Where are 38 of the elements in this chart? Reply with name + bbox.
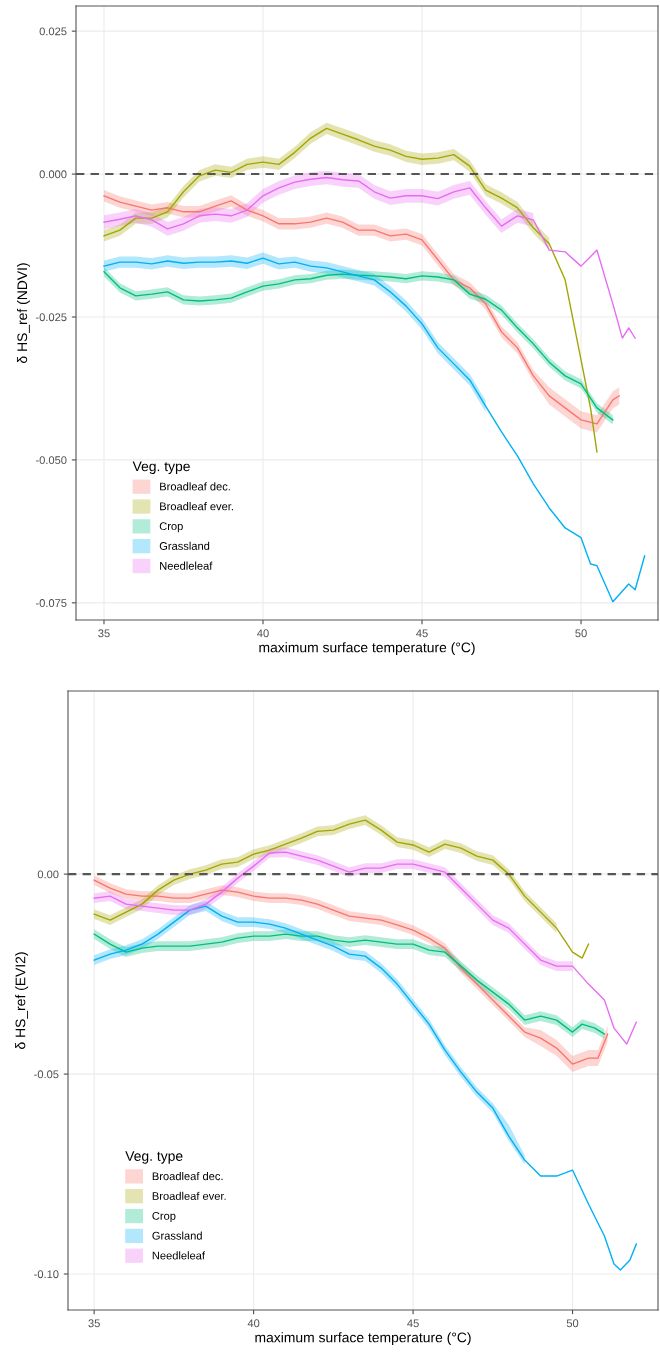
x-tick-label: 40 (247, 1319, 260, 1328)
x-tick-label: 35 (98, 629, 110, 638)
y-axis-title: δ HS_ref (NDVI) (16, 263, 30, 363)
legend-title: Veg. type (132, 461, 190, 474)
y-tick-label: -0.05 (34, 1070, 59, 1079)
y-tick-label: -0.050 (35, 456, 67, 465)
legend-label: Crop (159, 522, 183, 533)
y-tick-label: -0.025 (35, 313, 67, 322)
y-tick-label: -0.10 (34, 1270, 59, 1279)
x-tick-label: 45 (407, 1319, 419, 1328)
line-series (103, 257, 646, 603)
legend-label: Broadleaf dec. (152, 1171, 223, 1181)
legend-label: Grassland (159, 541, 210, 550)
y-tick-label: 0.000 (39, 170, 67, 179)
legend-title: Veg. type (125, 1151, 183, 1164)
legend-label: Broadleaf ever. (152, 1191, 226, 1200)
legend-label: Needleleaf (160, 561, 213, 570)
line-series (93, 905, 638, 1271)
x-axis-title: maximum surface temperature (°C) (259, 642, 475, 656)
y-tick-label: -0.075 (35, 599, 67, 607)
legend-label: Broadleaf ever. (160, 502, 233, 511)
line-series (93, 851, 638, 1045)
x-tick-label: 50 (575, 629, 587, 638)
legend-label: Broadleaf dec. (160, 482, 230, 491)
y-axis-title: δ HS_ref (EVI2) (15, 952, 29, 1049)
x-tick-label: 40 (257, 629, 269, 638)
x-tick-label: 45 (416, 629, 428, 638)
legend-label: Grassland (152, 1231, 202, 1240)
x-tick-label: 50 (566, 1319, 579, 1328)
line-series (93, 819, 590, 959)
line-series (103, 127, 598, 453)
legend-label: Crop (152, 1211, 176, 1222)
line-series (103, 176, 636, 339)
x-axis-title: maximum surface temperature (°C) (255, 1332, 471, 1346)
y-tick-label: 0.00 (37, 870, 59, 879)
x-tick-label: 35 (88, 1319, 100, 1328)
y-tick-label: 0.025 (39, 27, 67, 36)
legend-label: Needleleaf (152, 1251, 206, 1260)
